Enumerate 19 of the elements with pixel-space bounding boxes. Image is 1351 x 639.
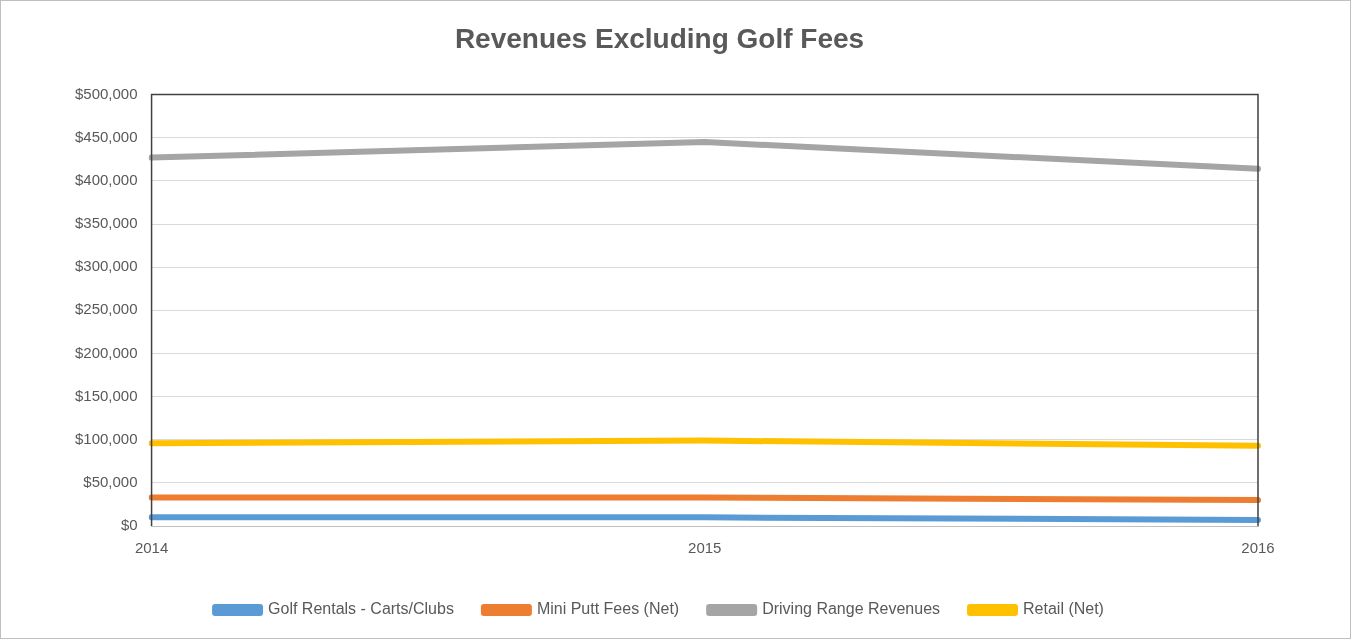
legend-label: Driving Range Revenues bbox=[762, 600, 941, 618]
y-tick-label: $300,000 bbox=[74, 257, 138, 275]
y-tick-label: $250,000 bbox=[74, 300, 138, 318]
y-tick-label: $350,000 bbox=[74, 214, 138, 232]
chart-title: Revenues Excluding Golf Fees bbox=[454, 22, 865, 54]
x-tick-label: 2015 bbox=[688, 539, 722, 557]
y-tick-label: $0 bbox=[120, 516, 138, 534]
legend-label: Golf Rentals - Carts/Clubs bbox=[268, 600, 454, 618]
y-tick-label: $50,000 bbox=[83, 473, 138, 490]
y-tick-label: $150,000 bbox=[74, 386, 138, 404]
x-tick-label: 2014 bbox=[134, 539, 169, 557]
y-tick-label: $450,000 bbox=[74, 127, 138, 145]
legend-label: Retail (Net) bbox=[1023, 600, 1104, 618]
y-tick-label: $200,000 bbox=[74, 343, 138, 361]
y-tick-label: $400,000 bbox=[74, 171, 138, 189]
y-tick-label: $100,000 bbox=[74, 429, 138, 447]
legend-label: Mini Putt Fees (Net) bbox=[536, 600, 680, 618]
y-tick-label: $500,000 bbox=[74, 84, 138, 102]
x-tick-label: 2016 bbox=[1241, 539, 1275, 557]
